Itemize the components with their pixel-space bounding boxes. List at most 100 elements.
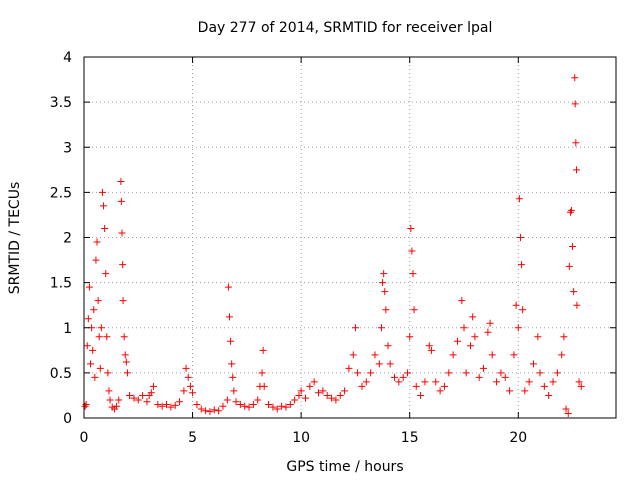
x-tick-label: 15 xyxy=(401,430,419,446)
data-point xyxy=(345,364,353,372)
data-point xyxy=(371,351,379,359)
data-point xyxy=(254,396,262,404)
data-point xyxy=(475,373,483,381)
data-point xyxy=(258,369,266,377)
data-point xyxy=(536,369,544,377)
data-point xyxy=(409,270,417,278)
data-point xyxy=(119,261,127,269)
y-tick-label: 4 xyxy=(63,50,72,66)
chart-title: Day 277 of 2014, SRMTID for receiver lpa… xyxy=(198,20,493,36)
data-point xyxy=(103,333,111,341)
data-point xyxy=(577,382,585,390)
data-point xyxy=(549,378,557,386)
y-tick-label: 1 xyxy=(63,321,72,337)
data-point xyxy=(506,387,514,395)
data-point xyxy=(278,402,286,410)
data-point xyxy=(120,333,128,341)
data-point xyxy=(113,402,121,410)
x-tick-label: 10 xyxy=(292,430,310,446)
data-point xyxy=(105,387,113,395)
data-point xyxy=(95,333,103,341)
data-point xyxy=(149,382,157,390)
data-point xyxy=(512,301,520,309)
data-point xyxy=(282,403,290,411)
data-point xyxy=(566,208,574,216)
data-point xyxy=(286,400,294,408)
data-point xyxy=(117,197,125,205)
data-point xyxy=(341,387,349,395)
data-point xyxy=(89,346,97,354)
data-point xyxy=(564,409,572,417)
data-point xyxy=(323,391,331,399)
data-point xyxy=(380,270,388,278)
data-point xyxy=(572,166,580,174)
data-point xyxy=(98,188,106,196)
data-point xyxy=(336,391,344,399)
data-point xyxy=(558,351,566,359)
data-point xyxy=(202,407,210,415)
data-point xyxy=(525,378,533,386)
data-point xyxy=(501,373,509,381)
data-point xyxy=(567,206,575,214)
data-point xyxy=(186,382,194,390)
data-point xyxy=(458,297,466,305)
data-point xyxy=(534,333,542,341)
data-point xyxy=(180,387,188,395)
data-point xyxy=(96,364,104,372)
data-point xyxy=(295,391,303,399)
data-point xyxy=(84,315,92,323)
data-point xyxy=(223,396,231,404)
data-point xyxy=(224,283,232,291)
data-point xyxy=(126,391,134,399)
data-point xyxy=(167,403,175,411)
data-point xyxy=(529,360,537,368)
data-point xyxy=(410,306,418,314)
data-point xyxy=(260,382,268,390)
data-point xyxy=(118,229,126,237)
data-point xyxy=(406,333,414,341)
data-point xyxy=(571,74,579,82)
data-point xyxy=(94,297,102,305)
x-axis-label: GPS time / hours xyxy=(286,459,403,475)
data-point xyxy=(488,351,496,359)
data-point xyxy=(310,378,318,386)
x-axis-ticks: 0 5 10 15 20 xyxy=(80,57,527,446)
data-point xyxy=(493,378,501,386)
data-point xyxy=(176,398,184,406)
x-tick-label: 0 xyxy=(80,430,89,446)
data-point xyxy=(386,360,394,368)
data-point xyxy=(210,406,218,414)
data-point xyxy=(101,224,109,232)
data-point xyxy=(228,360,236,368)
data-point xyxy=(571,100,579,108)
data-point xyxy=(486,319,494,327)
data-point xyxy=(100,202,108,210)
data-point xyxy=(182,364,190,372)
y-tick-label: 3.5 xyxy=(50,95,72,111)
data-point xyxy=(215,407,223,415)
data-point xyxy=(119,297,127,305)
data-point xyxy=(171,401,179,409)
data-point xyxy=(460,324,468,332)
data-point xyxy=(427,346,435,354)
data-point xyxy=(572,139,580,147)
data-point xyxy=(377,324,385,332)
data-point xyxy=(291,396,299,404)
data-point xyxy=(306,382,314,390)
data-point xyxy=(362,378,370,386)
data-point xyxy=(143,398,151,406)
data-point xyxy=(121,351,129,359)
data-point xyxy=(565,262,573,270)
data-point xyxy=(85,283,93,291)
y-tick-label: 0.5 xyxy=(50,366,72,382)
data-point xyxy=(154,400,162,408)
data-point xyxy=(241,402,249,410)
x-tick-label: 5 xyxy=(188,430,197,446)
data-point xyxy=(375,360,383,368)
data-point xyxy=(232,398,240,406)
data-point xyxy=(421,378,429,386)
data-point xyxy=(516,234,524,241)
data-point xyxy=(265,400,273,408)
data-point xyxy=(139,391,147,399)
